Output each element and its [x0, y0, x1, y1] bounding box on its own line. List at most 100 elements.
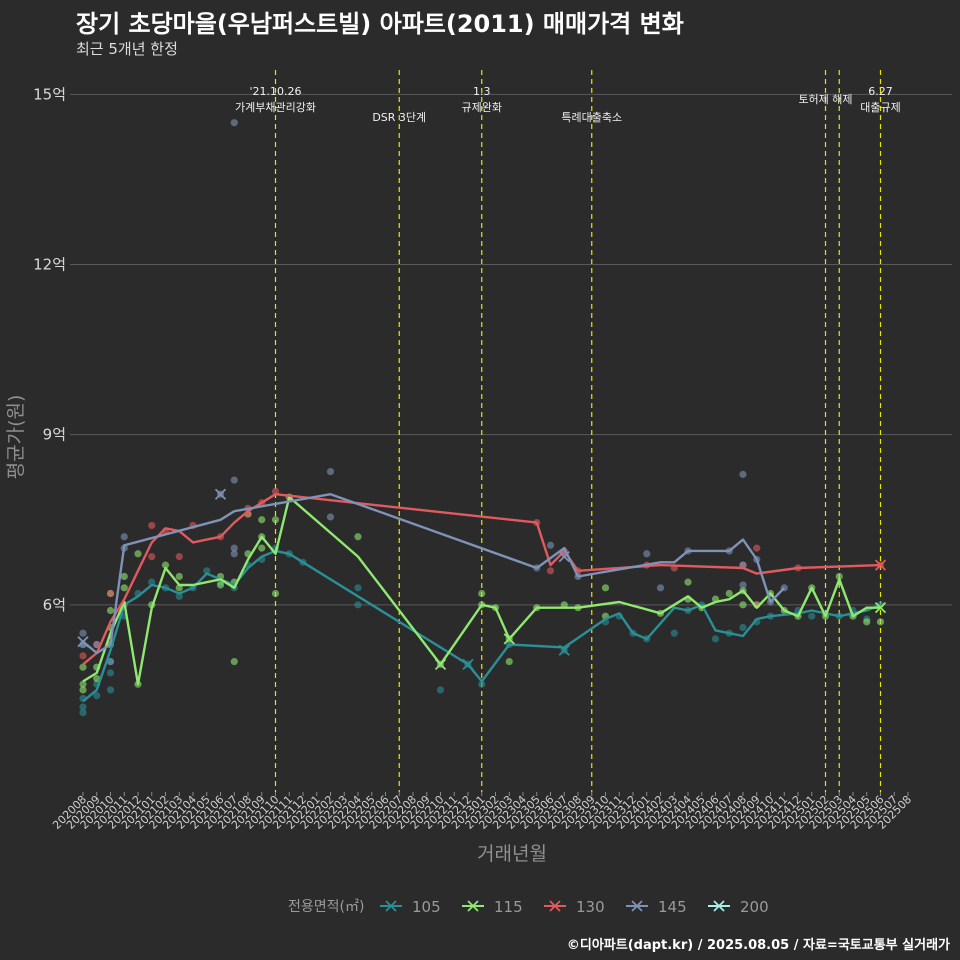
point-105-37	[711, 635, 720, 643]
point-115-1	[79, 680, 87, 688]
y-axis-title: 평균가(원)	[5, 395, 27, 480]
point-130-2	[106, 589, 115, 598]
point-115-34	[505, 657, 513, 666]
legend-label-200: 200	[740, 898, 769, 916]
point-105-23	[354, 601, 362, 609]
legend-swatch-x-b	[713, 900, 725, 912]
point-115-27	[271, 516, 280, 524]
event-label-2-0: 1.3	[473, 85, 491, 98]
event-label-6-1: 대출규제	[860, 101, 900, 114]
source-caption: ©디아파트(dapt.kr) / 2025.08.05 / 자료=국토교통부 실…	[566, 938, 950, 953]
legend-label-145: 145	[658, 898, 687, 916]
x-mark-stroke-b	[462, 658, 474, 671]
point-145-8	[230, 544, 238, 552]
x-markers	[77, 488, 887, 671]
point-145-13	[546, 541, 555, 549]
event-label-0-0: '21.10.26	[249, 85, 301, 98]
point-105-43	[808, 612, 816, 620]
event-label-1-0: DSR 3단계	[372, 111, 426, 124]
series-line-105	[82, 549, 881, 703]
point-105-24	[354, 584, 362, 592]
point-105-13	[175, 592, 183, 600]
point-105-15	[203, 567, 211, 575]
x-mark-stroke-b	[874, 602, 887, 614]
legend-swatch-x-b	[549, 900, 561, 912]
x-axis-title: 거래년월	[477, 843, 547, 865]
point-115-40	[601, 584, 610, 592]
x-mark-105-0	[462, 658, 474, 671]
x-mark-145-2	[558, 550, 570, 563]
point-145-3	[106, 657, 115, 666]
x-mark-115-2	[874, 602, 887, 614]
legend-title: 전용면적(㎡)	[288, 899, 364, 915]
point-115-17	[216, 581, 225, 589]
y-tick-15: 15억	[33, 85, 66, 103]
point-115-26	[271, 589, 280, 598]
point-105-8	[106, 686, 115, 694]
x-mark-stroke-b	[434, 658, 447, 671]
point-115-23	[258, 544, 266, 552]
point-130-5	[148, 553, 156, 561]
point-105-11	[148, 578, 156, 586]
grid-lines	[70, 93, 952, 606]
legend-item-115: 115	[462, 898, 523, 916]
series-lines	[82, 493, 881, 703]
point-115-14	[161, 561, 170, 569]
legend-item-130: 130	[544, 898, 605, 916]
point-105-7	[106, 669, 115, 677]
legend-label-115: 115	[494, 898, 523, 916]
chart-title: 장기 초당마을(우남퍼스트빌) 아파트(2011) 매매가격 변화	[76, 10, 684, 38]
point-130-4	[148, 521, 156, 530]
y-tick-9: 9억	[43, 426, 66, 444]
y-axis-ticks: 6억 9억 12억 15억	[33, 85, 66, 613]
point-115-15	[175, 572, 183, 581]
x-axis-ticks: 2020082020092020102020112020122021012021…	[50, 792, 914, 832]
legend-label-130: 130	[576, 898, 605, 916]
point-145-7	[230, 476, 238, 484]
point-115-29	[354, 533, 362, 541]
point-115-3	[93, 674, 101, 683]
point-130-0	[79, 652, 87, 660]
point-105-39	[739, 623, 747, 632]
y-tick-6: 6억	[43, 596, 66, 614]
x-mark-stroke-b	[214, 488, 227, 500]
point-145-9	[230, 550, 238, 558]
legend-label-105: 105	[412, 898, 441, 916]
y-tick-12: 12억	[33, 256, 66, 274]
x-mark-stroke-b	[558, 550, 570, 563]
series-line-130	[82, 493, 881, 666]
point-145-11	[326, 513, 335, 521]
x-mark-115-1	[503, 633, 515, 645]
x-mark-130-0	[874, 559, 887, 571]
point-130-7	[175, 553, 183, 561]
legend: 전용면적(㎡) 105 115 130 145 200	[288, 898, 769, 916]
event-label-4-0: 토허제 해제	[798, 92, 852, 106]
point-130-15	[546, 567, 555, 575]
point-115-0	[79, 686, 87, 694]
point-145-4	[120, 533, 128, 541]
legend-swatch-x-b	[385, 900, 397, 912]
point-115-55	[835, 572, 843, 581]
x-mark-stroke-b	[558, 644, 570, 656]
point-145-26	[230, 119, 238, 127]
point-115-24	[258, 516, 266, 524]
point-115-46	[725, 589, 733, 598]
event-label-3-0: 특례대출축소	[561, 111, 622, 124]
point-145-17	[656, 584, 665, 592]
point-105-27	[478, 680, 486, 688]
point-115-9	[120, 572, 128, 581]
point-145-10	[326, 467, 335, 476]
point-115-7	[106, 606, 115, 615]
point-115-43	[684, 578, 692, 586]
legend-item-105: 105	[380, 898, 441, 916]
point-105-0	[79, 708, 87, 717]
legend-item-145: 145	[626, 898, 687, 916]
x-mark-105-1	[558, 644, 570, 656]
point-145-22	[739, 581, 747, 589]
point-145-20	[739, 470, 747, 478]
event-label-6-0: 6.27	[868, 85, 893, 98]
point-115-12	[134, 550, 142, 558]
x-mark-stroke-b	[874, 559, 887, 571]
legend-swatch-x-b	[631, 900, 643, 912]
